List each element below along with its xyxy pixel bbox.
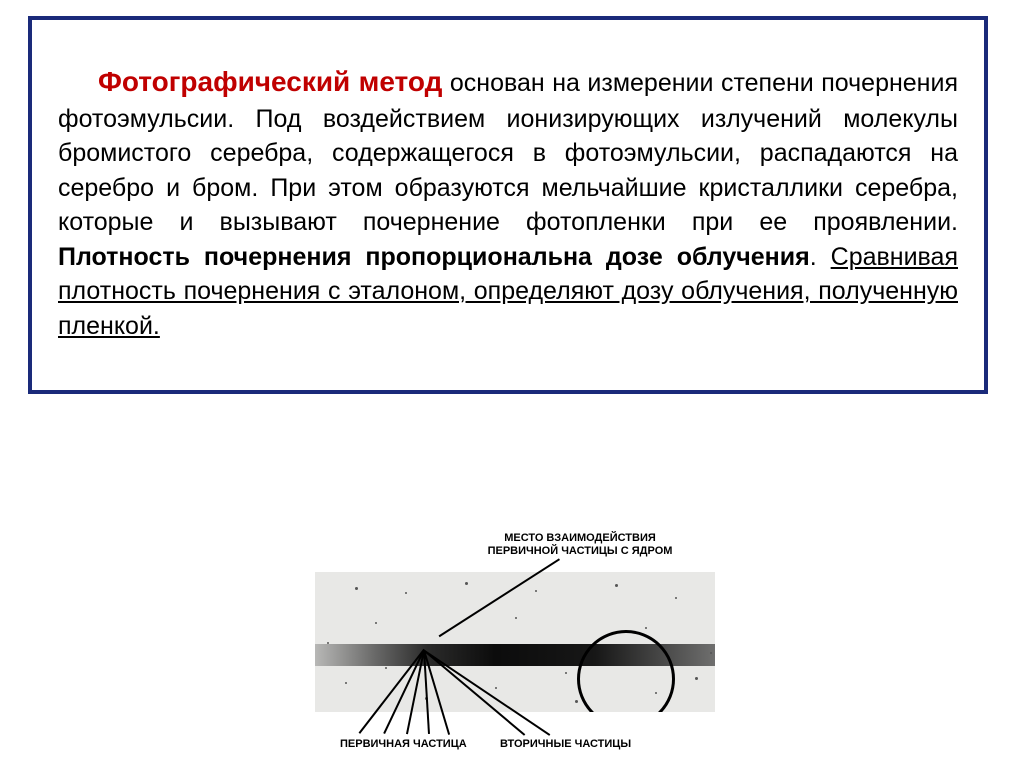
speck (565, 672, 567, 674)
speck (355, 587, 358, 590)
emulsion-photo (315, 572, 715, 712)
highlight-ring (577, 630, 675, 712)
slide-paragraph: Фотографический метод основан на измерен… (58, 63, 958, 343)
speck (535, 590, 537, 592)
speck (375, 622, 377, 624)
label-interaction-point: МЕСТО ВЗАИМОДЕЙСТВИЯ ПЕРВИЧНОЙ ЧАСТИЦЫ С… (465, 532, 695, 557)
speck (465, 582, 468, 585)
speck (495, 687, 497, 689)
speck (327, 642, 329, 644)
emulsion-diagram: МЕСТО ВЗАИМОДЕЙСТВИЯ ПЕРВИЧНОЙ ЧАСТИЦЫ С… (290, 532, 740, 757)
speck (710, 652, 712, 654)
label-secondary-particles: ВТОРИЧНЫЕ ЧАСТИЦЫ (500, 738, 631, 750)
speck (405, 592, 407, 594)
slide-title: Фотографический метод (98, 66, 442, 97)
speck (345, 682, 347, 684)
label-primary-particle: ПЕРВИЧНАЯ ЧАСТИЦА (340, 738, 467, 750)
speck (675, 597, 677, 599)
speck (615, 584, 618, 587)
speck (385, 667, 387, 669)
speck (695, 677, 698, 680)
speck (515, 617, 517, 619)
slide-frame: Фотографический метод основан на измерен… (28, 16, 988, 394)
body-bold: Плотность почернения пропорциональна доз… (58, 243, 810, 271)
speck (645, 627, 647, 629)
speck (575, 700, 578, 703)
body-part-2: . (810, 243, 831, 271)
